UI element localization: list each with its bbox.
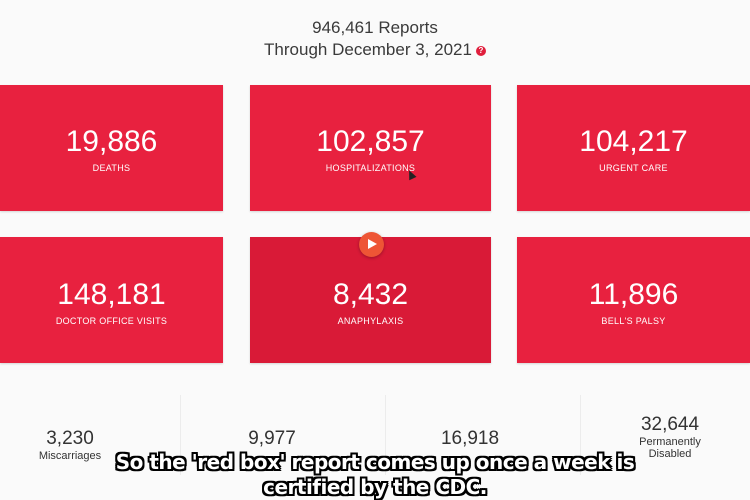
stat-3-value: 16,918 [440,428,500,449]
permanently-disabled-label-2: Disabled [648,448,692,460]
urgent-care-box[interactable]: 104,217 URGENT CARE [517,85,750,211]
hospitalizations-value: 102,857 [316,125,425,158]
permanently-disabled-label: Permanently [639,436,701,448]
bells-palsy-label: BELL'S PALSY [601,316,666,326]
deaths-box[interactable]: 19,886 DEATHS [0,85,223,211]
hospitalizations-label: HOSPITALIZATIONS [325,163,416,173]
urgent-care-value: 104,217 [579,125,688,158]
deaths-label: DEATHS [92,163,131,173]
hospitalizations-box[interactable]: 102,857 HOSPITALIZATIONS [250,85,491,211]
anaphylaxis-box[interactable]: 8,432 ANAPHYLAXIS [250,237,491,363]
miscarriages-value: 3,230 [46,428,94,449]
anaphylaxis-label: ANAPHYLAXIS [337,316,404,326]
divider [180,395,181,475]
bells-palsy-box[interactable]: 11,896 BELL'S PALSY [517,237,750,363]
doctor-office-visits-box[interactable]: 148,181 DOCTOR OFFICE VISITS [0,237,223,363]
stat-3: 16,918 [420,428,520,450]
help-icon[interactable]: ? [475,45,486,56]
divider [385,395,386,475]
caption-line-2: certified by the CDC. [263,475,487,499]
play-icon [368,239,377,249]
stat-2: 9,977 [222,428,322,450]
stat-2-value: 9,977 [248,428,296,449]
anaphylaxis-value: 8,432 [332,278,409,311]
doctor-office-visits-value: 148,181 [57,278,166,311]
miscarriages-stat: 3,230 Miscarriages [20,428,120,462]
miscarriages-label: Miscarriages [38,450,102,462]
divider [580,395,581,475]
play-button[interactable] [359,232,384,257]
report-date-text: Through December 3, 2021 [264,40,472,59]
permanently-disabled-value: 32,644 [640,414,700,435]
report-date: Through December 3, 2021? [0,40,750,60]
deaths-value: 19,886 [65,125,158,158]
permanently-disabled-stat: 32,644 Permanently Disabled [620,414,720,460]
doctor-office-visits-label: DOCTOR OFFICE VISITS [55,316,168,326]
bells-palsy-value: 11,896 [588,278,679,311]
total-reports: 946,461 Reports [312,18,438,37]
caption-line-1: So the 'red box' report comes up once a … [115,450,635,474]
urgent-care-label: URGENT CARE [599,163,668,173]
